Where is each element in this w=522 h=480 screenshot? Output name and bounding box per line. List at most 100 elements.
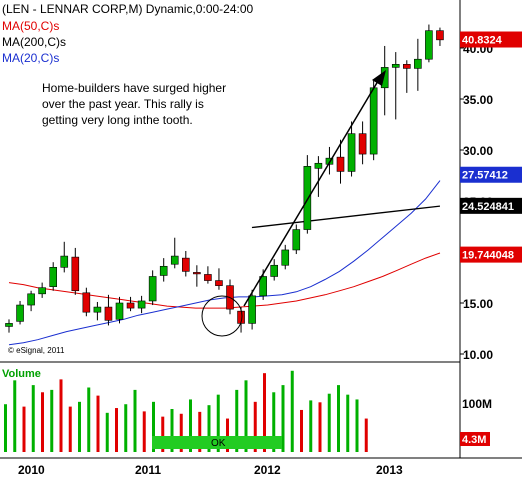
ma50-line [8, 252, 441, 309]
volume-bar [235, 389, 239, 452]
candle-body [126, 302, 135, 309]
time-tick-label: 2010 [18, 463, 45, 477]
annotation-line-1: Home-builders have surged higher [42, 81, 226, 95]
volume-bar [309, 400, 313, 452]
annotation-line-3: getting very long inthe tooth. [42, 113, 193, 127]
volume-bar [327, 393, 331, 452]
volume-bar [124, 404, 128, 452]
value-tag-bg [460, 166, 522, 183]
candle-body [182, 257, 190, 272]
legend-ma200: MA(200,C)s [2, 35, 66, 49]
volume-bar [364, 418, 368, 452]
price-tick-label: 30.00 [463, 144, 493, 158]
candle-body [27, 293, 35, 306]
volume-label: Volume [2, 368, 41, 380]
esignal-watermark: © eSignal, 2011 [8, 346, 65, 355]
annotation-line-2: over the past year. This rally is [42, 97, 204, 111]
volume-bar [142, 411, 146, 452]
volume-bar [300, 409, 303, 452]
volume-bar [272, 392, 276, 452]
volume-bars [4, 370, 368, 452]
volume-bar [346, 394, 350, 452]
volume-bar [59, 379, 63, 452]
value-tag-label: 19.744048 [462, 250, 514, 262]
volume-bar [133, 389, 137, 452]
volume-bar [281, 385, 285, 452]
volume-bar [198, 411, 202, 452]
candles-group [5, 24, 444, 333]
volume-bar [78, 401, 81, 452]
candle-body [82, 292, 91, 313]
candle-body [425, 30, 433, 60]
chart-title: (LEN - LENNAR CORP,M) Dynamic,0:00-24:00 [2, 2, 254, 16]
volume-bar [216, 394, 220, 452]
candle-body [170, 255, 179, 265]
volume-bar [355, 399, 359, 452]
volume-bar [170, 409, 174, 452]
volume-bar [337, 385, 340, 452]
volume-bar [41, 392, 44, 452]
volume-bar [189, 399, 192, 452]
volume-bar [31, 385, 35, 452]
volume-bar [115, 408, 118, 452]
volume-bar [4, 404, 7, 452]
value-tag-label: 24.524841 [462, 201, 514, 213]
candle-body [159, 265, 168, 276]
volume-tag-bg [460, 432, 490, 446]
candle-body [402, 64, 411, 69]
volume-axis-100m: 100M [462, 397, 492, 411]
candle-body [148, 276, 157, 302]
value-tags: 40.8324 27.57412 24.524841 19.744048 [460, 31, 522, 263]
value-tag-label: 40.8324 [462, 35, 503, 47]
volume-bar [290, 370, 294, 452]
volume-bar [152, 401, 155, 452]
candle-body [270, 264, 279, 277]
candle-body [292, 229, 301, 251]
volume-bar [87, 387, 91, 452]
value-tag-bg [460, 246, 522, 263]
candle-body [5, 323, 13, 327]
time-tick-label: 2013 [376, 463, 403, 477]
ok-button-label: OK [211, 438, 226, 449]
volume-bar [318, 402, 322, 452]
bottom-circle-annotation [201, 295, 243, 337]
candle-body [414, 58, 422, 69]
volume-bar [13, 380, 17, 452]
volume-bar [179, 413, 183, 452]
time-tick-label: 2011 [135, 463, 161, 477]
candle-body [71, 256, 80, 292]
volume-bar [96, 395, 100, 452]
volume-bar [207, 405, 211, 452]
volume-bar [226, 418, 229, 452]
trend-arrow-head [372, 70, 386, 86]
ma200-line [251, 205, 441, 229]
ok-button[interactable] [152, 436, 282, 449]
price-tick-label: 10.00 [463, 348, 493, 362]
trend-arrow-shaft [243, 75, 382, 307]
candle-body [38, 287, 46, 295]
price-tick-label: 15.00 [463, 297, 493, 311]
volume-tag-4-3m: 4.3M [462, 434, 486, 446]
volume-bar [263, 373, 266, 452]
volume-bar [253, 401, 257, 452]
time-tick-label: 2012 [254, 463, 281, 477]
volume-bar [68, 406, 72, 452]
volume-bar [244, 380, 248, 452]
candle-body [358, 133, 367, 155]
candle-body [215, 280, 223, 286]
value-tag-label: 27.57412 [462, 170, 508, 182]
ma20-line [8, 180, 441, 346]
candle-body [49, 266, 58, 287]
volume-bar [105, 412, 109, 452]
candle-body [347, 133, 356, 172]
candle-body [369, 87, 378, 155]
candle-body [93, 306, 102, 313]
volume-bar [22, 406, 26, 452]
value-tag-bg [460, 31, 522, 48]
price-tick-label: 35.00 [463, 93, 493, 107]
candle-body [248, 295, 256, 324]
candle-body [137, 300, 146, 309]
candle-body [259, 276, 267, 297]
volume-bar [50, 389, 54, 452]
